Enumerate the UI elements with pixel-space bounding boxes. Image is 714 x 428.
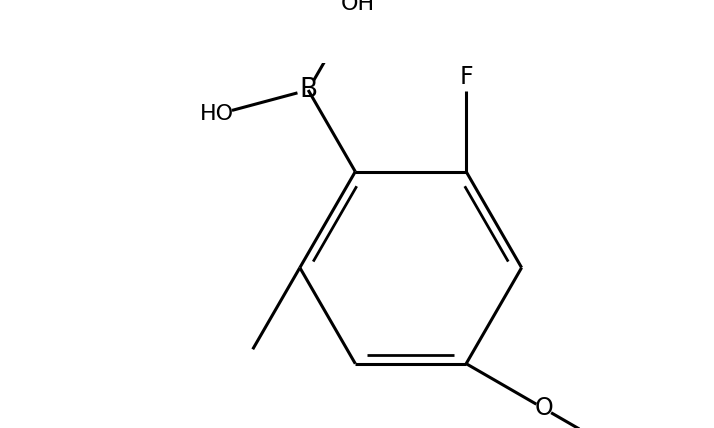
Text: O: O [534, 396, 553, 420]
Text: OH: OH [341, 0, 375, 14]
Text: HO: HO [200, 104, 234, 125]
Text: F: F [459, 65, 473, 89]
Text: B: B [299, 77, 317, 103]
